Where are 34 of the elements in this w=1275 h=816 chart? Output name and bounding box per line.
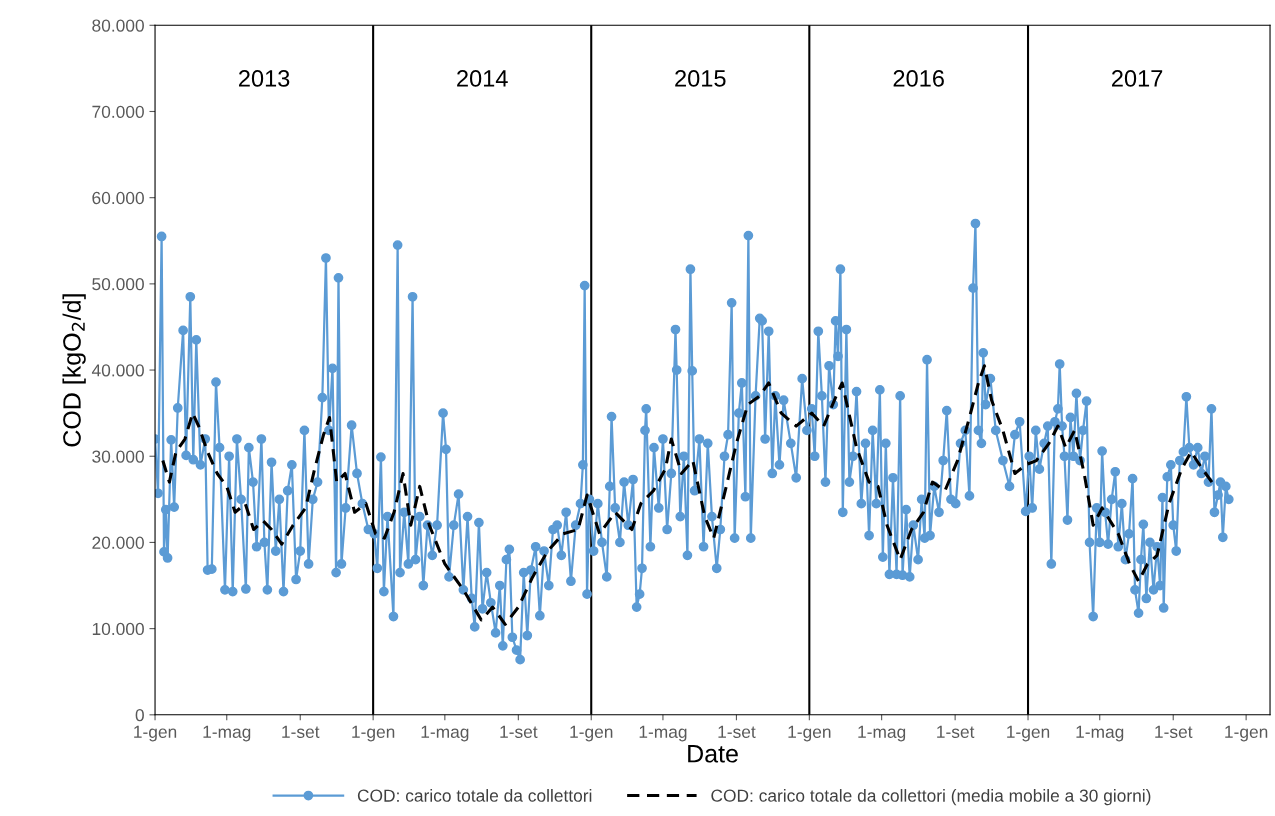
x-axis-title: Date [688,745,738,763]
x-tick-label: 1-mag [639,725,687,742]
y-tick-label: 20.000 [92,536,144,549]
y-tick-label: 80.000 [92,19,144,32]
x-tick-label: 1-gen [788,725,831,742]
x-tick-label: 1-gen [134,725,177,742]
x-tick-label: 1-mag [1076,725,1124,742]
x-tick-label: 1-set [718,725,756,738]
y-tick-label: 50.000 [92,278,144,291]
x-tick-label: 1-mag [421,725,469,742]
x-tick-label: 1-mag [858,725,906,742]
y-tick-label: 70.000 [92,105,144,118]
y-axis-title: COD [kgO$_{2}$/d] [62,294,86,447]
x-tick-label: 1-set [937,725,975,738]
annotation: 2013 [239,70,290,87]
y-tick-label: 40.000 [91,364,144,377]
x-tick-label: 1-gen [570,725,613,742]
y-tick-label: 0 [135,708,144,722]
x-tick-label: 1-set [282,725,320,738]
y-tick-label: 30.000 [92,450,144,463]
legend-label: COD: carico totale da collettori (media mobile a 30 giorni) [711,789,1151,806]
annotation: 2014 [457,70,508,87]
x-tick-label: 1-set [1155,725,1193,738]
annotation: 2015 [675,70,726,87]
x-tick-label: 1-gen [1225,725,1268,742]
x-tick-label: 1-gen [352,725,395,742]
y-tick-label: 10.000 [92,622,144,636]
x-tick-label: 1-gen [1007,725,1050,742]
annotation: 2016 [893,70,944,87]
annotation: 2017 [1112,70,1163,87]
x-tick-label: 1-mag [203,725,251,742]
legend-label: COD: carico totale da collettori [357,789,592,802]
y-tick-label: 60.000 [92,191,144,205]
x-tick-label: 1-set [500,725,538,738]
